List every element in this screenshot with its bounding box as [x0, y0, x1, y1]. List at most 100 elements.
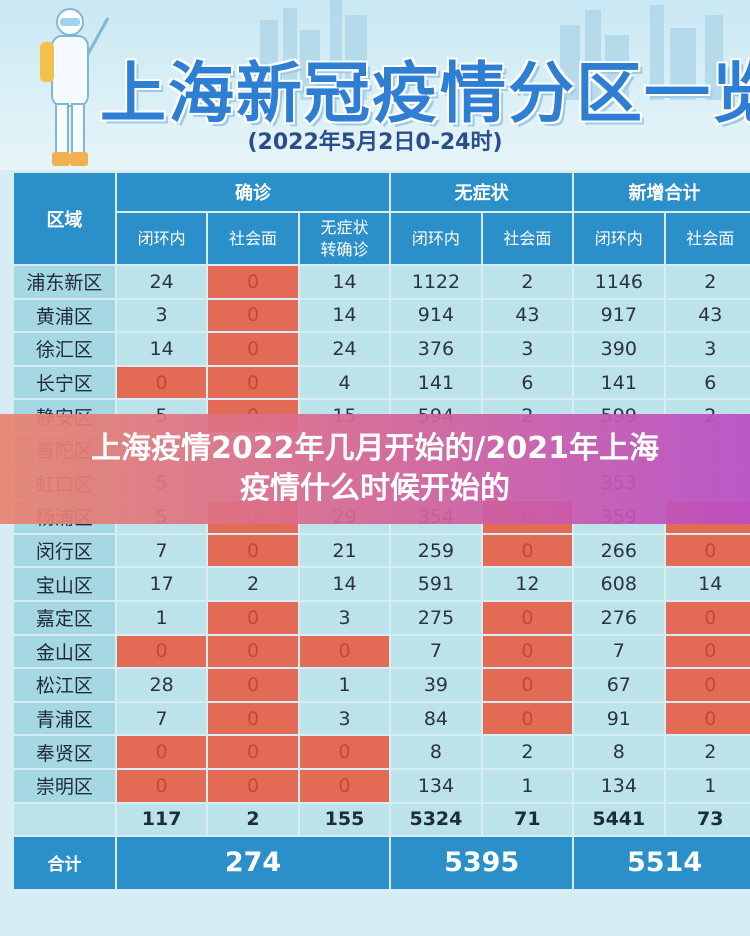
table-cell: 2 — [208, 568, 298, 600]
table-cell: 0 — [116, 366, 207, 399]
table-cell: 0 — [208, 366, 298, 399]
table-cell: 4 — [299, 366, 390, 399]
table-cell: 141 — [391, 366, 481, 399]
table-cell: 6 — [665, 366, 750, 399]
table-cell: 2 — [665, 266, 750, 298]
table-cell: 3 — [665, 333, 750, 365]
total-row: 合计 274 5395 5514 — [14, 836, 750, 889]
group-header-asymptomatic: 无症状 — [391, 173, 573, 211]
table-cell: 1122 — [391, 266, 481, 298]
table-cell: 0 — [665, 601, 750, 634]
total-new: 5514 — [574, 836, 750, 889]
total-confirmed: 274 — [116, 836, 390, 889]
table-cell: 0 — [482, 635, 573, 668]
table-cell: 0 — [208, 266, 298, 298]
table-cell: 8 — [574, 736, 664, 768]
table-cell: 266 — [574, 534, 664, 567]
table-row: 青浦区 7 0 3 84 0 91 0 — [14, 702, 750, 735]
district-case-table: 区域 确诊 无症状 新增合计 闭环内 社会面 无症状 转确诊 闭环内 社会面 闭… — [12, 171, 750, 891]
table-cell: 2 — [665, 736, 750, 768]
subheader-asymptomatic-community: 社会面 — [482, 213, 573, 264]
table-cell: 14 — [299, 568, 390, 600]
table-cell: 591 — [391, 568, 481, 600]
table-cell: 2 — [482, 736, 573, 768]
table-cell: 914 — [391, 299, 481, 332]
page-title: 上海新冠疫情分区一览 — [100, 55, 750, 132]
table-cell: 390 — [574, 333, 664, 365]
table-row: 宝山区 17 2 14 591 12 608 14 — [14, 568, 750, 600]
table-cell: 14 — [299, 299, 390, 332]
subheader-total-community: 社会面 — [665, 213, 750, 264]
table-cell: 67 — [574, 669, 664, 701]
table-row: 浦东新区 24 0 14 1122 2 1146 2 — [14, 266, 750, 298]
banner-line-1: 上海疫情2022年几月开始的/2021年上海 — [91, 431, 659, 466]
table-cell: 1 — [299, 669, 390, 701]
table-cell: 7 — [391, 635, 481, 668]
table-cell: 8 — [391, 736, 481, 768]
subheader-confirmed-closed: 闭环内 — [116, 213, 207, 264]
table-cell: 134 — [391, 769, 481, 802]
district-name: 闵行区 — [14, 534, 115, 567]
table-cell: 0 — [208, 299, 298, 332]
table-cell: 17 — [116, 568, 207, 600]
district-name: 崇明区 — [14, 769, 115, 802]
table-cell: 0 — [208, 669, 298, 701]
table-cell: 43 — [482, 299, 573, 332]
subheader-confirmed-community: 社会面 — [208, 213, 298, 264]
table-cell: 608 — [574, 568, 664, 600]
table-cell: 259 — [391, 534, 481, 567]
table-cell: 0 — [482, 702, 573, 735]
table-row: 奉贤区 0 0 0 8 2 8 2 — [14, 736, 750, 768]
table-cell: 141 — [574, 366, 664, 399]
page-subtitle: (2022年5月2日0-24时) — [247, 130, 503, 155]
district-name: 徐汇区 — [14, 333, 115, 365]
sum-cell: 5324 — [391, 803, 481, 835]
table-cell: 1 — [116, 601, 207, 634]
table-cell: 0 — [299, 769, 390, 802]
table-cell: 1 — [665, 769, 750, 802]
table-cell: 0 — [208, 635, 298, 668]
sum-row-label — [14, 803, 115, 835]
table-cell: 14 — [116, 333, 207, 365]
table-cell: 0 — [482, 669, 573, 701]
district-name: 浦东新区 — [14, 266, 115, 298]
subheader-asymptomatic-to-confirmed: 无症状 转确诊 — [299, 213, 390, 264]
table-cell: 7 — [574, 635, 664, 668]
table-cell: 28 — [116, 669, 207, 701]
table-header-row: 区域 确诊 无症状 新增合计 — [14, 173, 750, 264]
table-cell: 0 — [299, 635, 390, 668]
sum-cell: 5441 — [574, 803, 664, 835]
table-row: 金山区 0 0 0 7 0 7 0 — [14, 635, 750, 668]
district-name: 嘉定区 — [14, 601, 115, 634]
table-cell: 6 — [482, 366, 573, 399]
table-cell: 0 — [208, 769, 298, 802]
table-cell: 0 — [208, 601, 298, 634]
table-cell: 21 — [299, 534, 390, 567]
sum-cell: 117 — [116, 803, 207, 835]
table-cell: 91 — [574, 702, 664, 735]
district-name: 奉贤区 — [14, 736, 115, 768]
sum-cell: 155 — [299, 803, 390, 835]
area-column-header: 区域 — [14, 173, 115, 264]
table-cell: 3 — [116, 299, 207, 332]
subheader-total-closed: 闭环内 — [574, 213, 664, 264]
table-cell: 0 — [208, 702, 298, 735]
table-cell: 134 — [574, 769, 664, 802]
sum-row: 117 2 155 5324 71 5441 73 — [14, 803, 750, 835]
table-cell: 24 — [299, 333, 390, 365]
total-label: 合计 — [14, 836, 115, 889]
table-cell: 0 — [665, 635, 750, 668]
sum-cell: 2 — [208, 803, 298, 835]
table-cell: 14 — [299, 266, 390, 298]
table-cell: 3 — [482, 333, 573, 365]
table-cell: 917 — [574, 299, 664, 332]
table-row: 嘉定区 1 0 3 275 0 276 0 — [14, 601, 750, 634]
table-cell: 12 — [482, 568, 573, 600]
banner-headline[interactable]: 上海疫情2022年几月开始的/2021年上海 疫情什么时候开始的 — [40, 414, 710, 524]
banner-line-2: 疫情什么时候开始的 — [240, 471, 510, 506]
city-skyline-illustration — [260, 0, 723, 100]
table-row: 松江区 28 0 1 39 0 67 0 — [14, 669, 750, 701]
table-cell: 0 — [665, 534, 750, 567]
sum-cell: 73 — [665, 803, 750, 835]
table-cell: 0 — [116, 635, 207, 668]
